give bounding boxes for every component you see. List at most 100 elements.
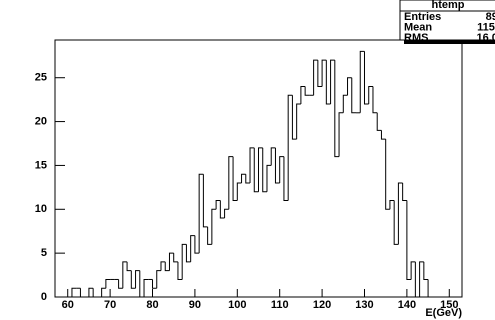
bin	[393, 200, 399, 245]
stats-title: htemp	[432, 0, 465, 11]
y-tick-label: 0	[41, 291, 47, 303]
bin	[79, 288, 85, 298]
bin	[194, 235, 200, 254]
bin	[262, 147, 267, 193]
bin	[351, 77, 357, 114]
bin	[249, 147, 255, 183]
bin	[241, 173, 246, 183]
bin	[423, 261, 429, 280]
bin	[321, 59, 327, 87]
bin	[287, 94, 293, 201]
bin	[181, 243, 187, 280]
bin	[160, 261, 166, 271]
bin	[414, 261, 420, 298]
bin	[372, 86, 378, 114]
bin	[130, 270, 136, 289]
stats-value: 115.5	[477, 21, 495, 33]
x-tick-label: 120	[313, 299, 331, 311]
bin	[406, 200, 412, 280]
x-tick-label: 80	[146, 299, 158, 311]
bin	[253, 147, 259, 193]
x-tick-label: 70	[104, 299, 116, 311]
bin	[122, 261, 128, 289]
bin	[245, 174, 251, 184]
bin	[359, 50, 365, 113]
bin	[232, 156, 238, 202]
stats-label: Mean	[404, 21, 432, 33]
bin	[202, 174, 208, 228]
bin	[376, 112, 382, 131]
bin	[88, 287, 94, 297]
bin	[211, 208, 217, 245]
bin	[283, 156, 289, 202]
bin	[279, 156, 284, 183]
bin	[380, 130, 386, 140]
bin	[266, 164, 272, 192]
bin	[152, 279, 157, 289]
x-tick-label: 100	[228, 299, 246, 311]
bin	[410, 261, 416, 280]
bin	[317, 60, 323, 87]
bin	[300, 85, 306, 105]
bin	[168, 252, 174, 271]
bin	[342, 94, 348, 113]
bin	[385, 139, 390, 210]
bin	[92, 288, 98, 298]
bin	[185, 244, 191, 263]
x-tick-label: 140	[398, 299, 416, 311]
y-tick-label: 25	[35, 72, 47, 84]
x-tick-label: 90	[189, 299, 201, 311]
stats-label: Entries	[404, 11, 441, 23]
bin	[177, 261, 183, 280]
stats-box	[399, 0, 495, 41]
bin	[139, 270, 145, 298]
x-tick-label: 110	[271, 299, 289, 311]
stats-label: RMS	[404, 32, 428, 44]
x-tick-label: 130	[355, 299, 373, 311]
bin	[198, 173, 204, 254]
bin	[304, 86, 310, 96]
bin	[419, 261, 424, 297]
y-tick-label: 10	[35, 203, 47, 215]
x-axis-label: E(GeV)	[425, 307, 462, 319]
bin	[427, 279, 433, 298]
bin	[397, 182, 403, 245]
bin	[126, 261, 132, 272]
bin	[118, 279, 123, 289]
bin	[338, 112, 344, 157]
bin	[368, 85, 373, 105]
bin	[207, 226, 212, 245]
bin	[164, 261, 170, 272]
bin	[296, 103, 301, 140]
bin	[71, 287, 77, 297]
bin	[101, 287, 106, 297]
bin	[215, 200, 221, 210]
bin	[270, 147, 276, 166]
bin	[334, 60, 340, 158]
bin	[143, 278, 149, 297]
bin	[402, 182, 407, 202]
bin	[135, 270, 140, 289]
bin	[190, 235, 195, 262]
bin	[330, 59, 335, 105]
bin	[363, 51, 369, 105]
bin	[389, 200, 395, 210]
bin	[291, 95, 297, 140]
bin	[347, 77, 352, 96]
y-tick-label: 20	[35, 115, 47, 127]
bin	[313, 59, 318, 96]
bin	[236, 182, 242, 201]
x-tick-label: 150	[440, 299, 458, 311]
bin	[258, 147, 263, 192]
bin	[325, 60, 331, 105]
stats-rows: Entries 899 Mean 115.5 RMS 16.04	[404, 11, 495, 44]
stats-value: 899	[486, 11, 495, 23]
bin	[274, 147, 280, 184]
bin	[156, 270, 161, 289]
y-tick-label: 5	[41, 247, 47, 259]
bin	[105, 278, 111, 289]
stats-value: 16.04	[476, 32, 495, 44]
bin	[228, 156, 234, 210]
